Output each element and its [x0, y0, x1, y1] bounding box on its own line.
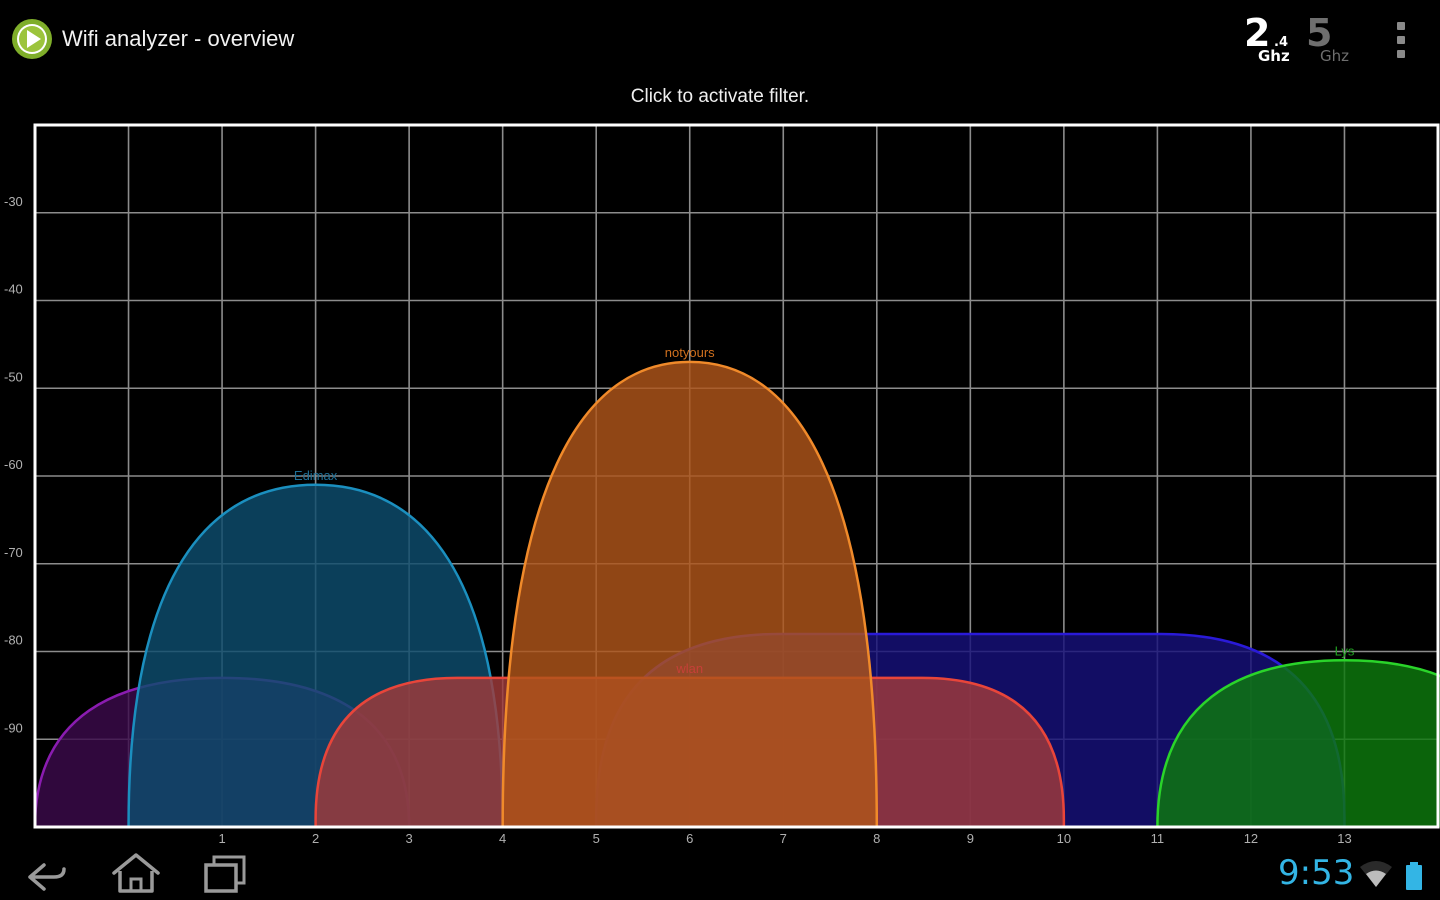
x-tick-label: 2: [312, 831, 319, 846]
app-title: Wifi analyzer - overview: [62, 26, 295, 51]
band-5-unit: Ghz: [1320, 47, 1350, 65]
y-tick-label: -60: [4, 457, 23, 472]
play-circle-icon[interactable]: [10, 17, 54, 61]
y-tick-label: -50: [4, 369, 23, 384]
x-tick-label: 10: [1057, 831, 1071, 846]
x-tick-label: 1: [218, 831, 225, 846]
battery-icon: [1406, 862, 1422, 890]
home-icon[interactable]: [104, 849, 168, 897]
x-tick-label: 5: [593, 831, 600, 846]
y-tick-label: -40: [4, 282, 23, 297]
y-tick-label: -30: [4, 194, 23, 209]
status-clock: 9:53: [1278, 853, 1355, 893]
label-layer: Edimax wlan notyours Lys: [294, 345, 1355, 676]
recent-apps-icon[interactable]: [194, 849, 258, 897]
x-tick-label: 9: [967, 831, 974, 846]
network-label: Lys: [1335, 643, 1355, 658]
x-tick-label: 12: [1244, 831, 1258, 846]
network-label: notyours: [665, 345, 715, 360]
x-tick-label: 3: [406, 831, 413, 846]
band-2-4-unit: Ghz: [1258, 47, 1290, 65]
x-tick-label: 7: [780, 831, 787, 846]
x-tick-label: 13: [1337, 831, 1351, 846]
overflow-menu-icon[interactable]: [1386, 18, 1416, 62]
x-tick-label: 6: [686, 831, 693, 846]
filter-hint[interactable]: Click to activate filter.: [630, 86, 810, 107]
band-2-4-number: 2: [1244, 11, 1271, 55]
plot-frame: [33, 123, 1440, 829]
band-2-4-decimal: .4: [1274, 35, 1288, 50]
band-2-4ghz-button[interactable]: 2 .4 Ghz: [1244, 10, 1300, 70]
network-label: Edimax: [294, 468, 338, 483]
back-arrow-icon[interactable]: [14, 849, 78, 897]
axis-layer: -30-40-50-60-70-80-901 2 3 4 5 6 7 8 9 10 11 12 13: [4, 123, 1440, 846]
network-label: wlan: [675, 661, 703, 676]
wifi-signal-icon: [1360, 861, 1392, 887]
action-bar: Wifi analyzer - overview 2 .4 Ghz 5 Ghz: [0, 0, 1440, 80]
x-tick-label: 8: [873, 831, 880, 846]
y-tick-label: -70: [4, 545, 23, 560]
y-tick-label: -80: [4, 633, 23, 648]
band-5ghz-button[interactable]: 5 Ghz: [1304, 10, 1360, 70]
x-tick-label: 4: [499, 831, 506, 846]
network-curve-4: [501, 360, 879, 828]
series-layer: [33, 360, 1440, 828]
navigation-bar: 9:53: [0, 845, 1440, 900]
band-5-number: 5: [1306, 11, 1333, 55]
network-curve-5: [1156, 659, 1440, 828]
y-tick-label: -90: [4, 720, 23, 735]
x-tick-label: 11: [1151, 831, 1165, 846]
